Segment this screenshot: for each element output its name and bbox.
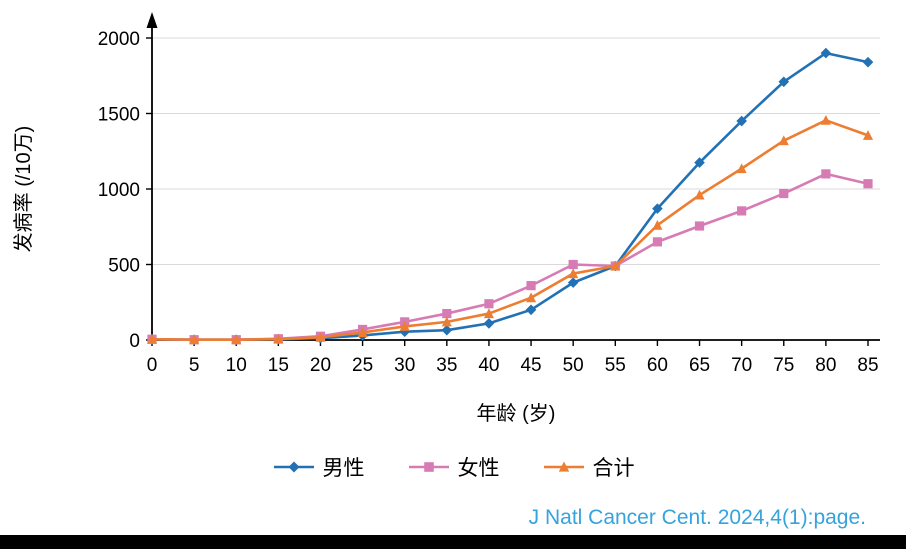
legend-item-male: 男性 bbox=[272, 452, 365, 482]
svg-text:0: 0 bbox=[147, 355, 158, 376]
svg-text:30: 30 bbox=[394, 355, 415, 376]
svg-text:55: 55 bbox=[605, 355, 626, 376]
svg-text:15: 15 bbox=[268, 355, 289, 376]
legend-item-female: 女性 bbox=[407, 452, 500, 482]
svg-text:65: 65 bbox=[689, 355, 710, 376]
svg-text:1500: 1500 bbox=[98, 105, 140, 126]
footer-bar bbox=[0, 535, 906, 549]
svg-text:5: 5 bbox=[189, 355, 200, 376]
svg-text:75: 75 bbox=[773, 355, 794, 376]
svg-text:2000: 2000 bbox=[98, 29, 140, 50]
svg-text:85: 85 bbox=[857, 355, 878, 376]
legend-label-male: 男性 bbox=[322, 457, 365, 480]
svg-text:45: 45 bbox=[520, 355, 541, 376]
svg-text:35: 35 bbox=[436, 355, 457, 376]
chart-legend: 男性 女性 合计 bbox=[0, 452, 906, 482]
legend-label-female: 女性 bbox=[457, 457, 500, 480]
x-axis-title: 年龄 (岁) bbox=[477, 402, 556, 425]
legend-marker-male-icon bbox=[273, 461, 314, 473]
legend-label-total: 合计 bbox=[592, 457, 635, 480]
svg-text:500: 500 bbox=[108, 256, 140, 277]
chart-svg: 0 5 10 15 20 25 30 35 40 45 50 55 60 65 70 75 80 85 0 500 10… bbox=[12, 12, 880, 425]
svg-text:25: 25 bbox=[352, 355, 373, 376]
y-axis-title: 发病率 (/10万) bbox=[12, 126, 35, 253]
svg-text:70: 70 bbox=[731, 355, 752, 376]
citation-text: J Natl Cancer Cent. 2024,4(1):page. bbox=[528, 506, 866, 529]
svg-text:40: 40 bbox=[478, 355, 499, 376]
svg-text:50: 50 bbox=[563, 355, 584, 376]
svg-text:60: 60 bbox=[647, 355, 668, 376]
svg-text:0: 0 bbox=[129, 331, 140, 352]
svg-text:1000: 1000 bbox=[98, 180, 140, 201]
legend-marker-total-icon bbox=[543, 461, 584, 472]
legend-item-total: 合计 bbox=[542, 452, 635, 482]
svg-text:10: 10 bbox=[226, 355, 247, 376]
legend-marker-female-icon bbox=[408, 462, 449, 472]
svg-text:80: 80 bbox=[815, 355, 836, 376]
svg-text:20: 20 bbox=[310, 355, 331, 376]
